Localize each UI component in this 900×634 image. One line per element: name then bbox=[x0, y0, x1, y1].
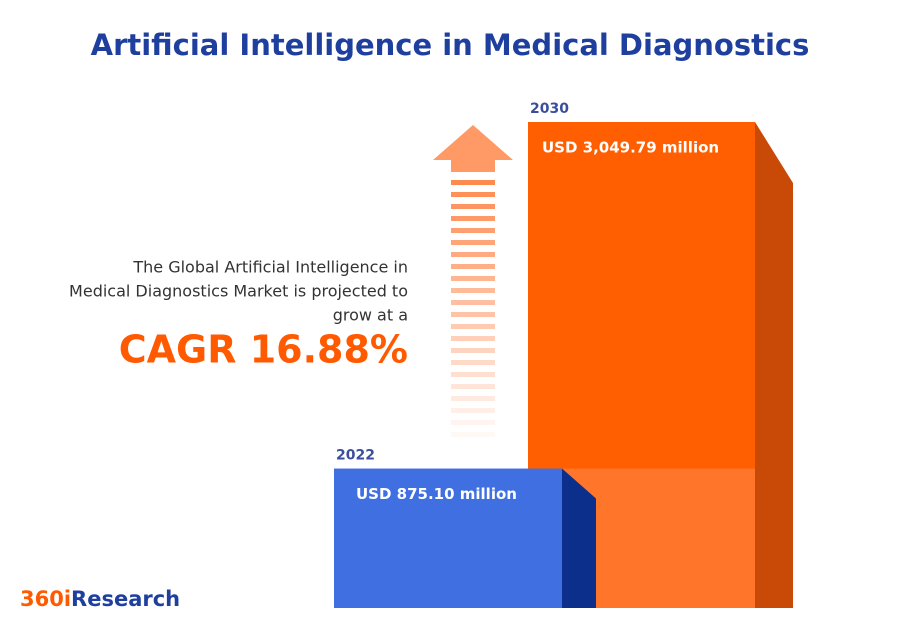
chart-title: Artificial Intelligence in Medical Diagn… bbox=[91, 28, 810, 62]
arrow-stripe bbox=[451, 216, 495, 221]
year-label: 2022 bbox=[336, 448, 375, 464]
bar-side bbox=[562, 468, 596, 608]
arrow-stripe bbox=[451, 420, 495, 425]
bar bbox=[334, 468, 562, 608]
arrow-stripe bbox=[451, 384, 495, 389]
arrow-stripe bbox=[451, 348, 495, 353]
arrow-stripe bbox=[451, 192, 495, 197]
logo: 360iResearch bbox=[20, 587, 180, 611]
arrow-stripe bbox=[451, 228, 495, 233]
logo-part: 360i bbox=[20, 587, 71, 611]
value-label: USD 3,049.79 million bbox=[542, 139, 719, 157]
logo-part: Research bbox=[71, 587, 180, 611]
description: The Global Artificial Intelligence in bbox=[132, 258, 408, 277]
growth-arrow bbox=[433, 125, 513, 437]
arrow-stripe bbox=[451, 312, 495, 317]
arrow-stripe bbox=[451, 300, 495, 305]
arrow-stripe bbox=[451, 180, 495, 185]
arrow-stripe bbox=[451, 276, 495, 281]
arrow-stripe bbox=[451, 288, 495, 293]
value-label: USD 875.10 million bbox=[356, 485, 517, 503]
arrow-stripe bbox=[451, 252, 495, 257]
cagr: CAGR 16.88% bbox=[119, 328, 408, 372]
arrow-stripe bbox=[451, 240, 495, 245]
arrow-stripe bbox=[451, 408, 495, 413]
arrow-stripe bbox=[451, 372, 495, 377]
arrow-stripe bbox=[451, 336, 495, 341]
arrow-stripe bbox=[451, 264, 495, 269]
arrow-stripe bbox=[451, 396, 495, 401]
description: Medical Diagnostics Market is projected … bbox=[69, 282, 408, 301]
description: grow at a bbox=[333, 306, 408, 325]
arrow-stripe bbox=[451, 432, 495, 437]
arrow-stripe bbox=[451, 324, 495, 329]
bar-side bbox=[755, 122, 793, 608]
arrow-stripe bbox=[451, 204, 495, 209]
year-label: 2030 bbox=[530, 101, 569, 117]
arrow-stripe bbox=[451, 360, 495, 365]
